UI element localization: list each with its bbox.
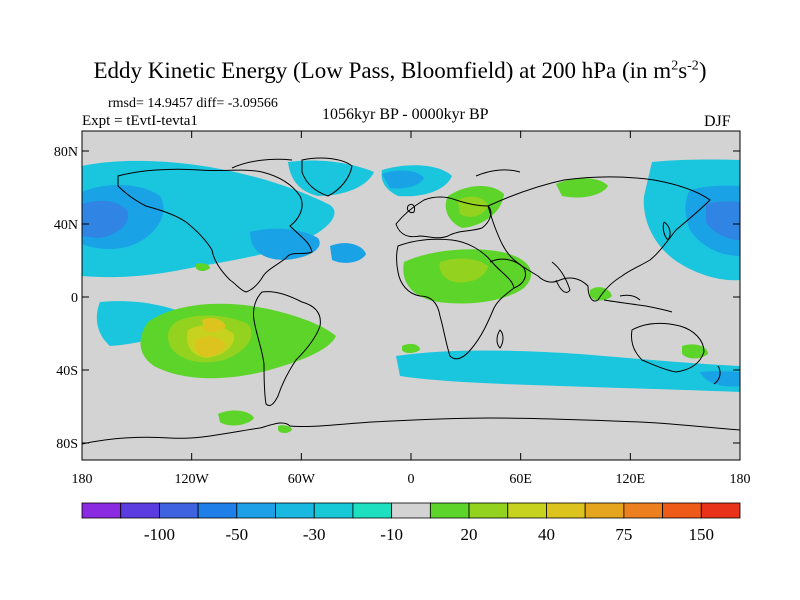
colorbar-swatch: [391, 502, 431, 519]
coast-greenland: [301, 157, 353, 197]
coast-indonesia: [603, 294, 673, 313]
latitude-axis: 80N 40N 0 40S 80S: [54, 145, 740, 452]
lat-tick-label: 0: [71, 291, 78, 306]
colorbar-swatch: [197, 502, 238, 519]
coast-antarctica: [82, 417, 740, 445]
colorbar-label: 40: [538, 525, 555, 544]
coast-madagascar: [496, 329, 504, 349]
colorbar-swatch: [546, 502, 586, 519]
longitude-axis: 180 120W 60W 0 60E 120E 180: [72, 131, 751, 487]
lon-tick-label: 60W: [288, 472, 316, 487]
coast-africa: [396, 238, 515, 360]
coast-arabia: [489, 258, 527, 289]
lat-tick-label: 40N: [54, 218, 78, 233]
colorbar-label: -100: [144, 525, 175, 544]
colorbar-swatch: [662, 502, 702, 519]
coast-japan: [662, 221, 671, 241]
lat-tick-label: 40S: [56, 364, 78, 379]
coast-south-america: [253, 291, 321, 407]
colorbar-label: -30: [303, 525, 326, 544]
lon-tick-label: 180: [72, 472, 93, 487]
coast-europe: [395, 196, 492, 239]
coast-india: [551, 261, 571, 293]
coast-australia: [631, 322, 705, 373]
colorbar-label: 20: [461, 525, 478, 544]
coast-north-america: [117, 168, 313, 293]
season-label: DJF: [704, 113, 731, 130]
colorbar-swatch: [429, 502, 470, 519]
colorbar-label: 150: [689, 525, 715, 544]
colorbar-label: -50: [225, 525, 248, 544]
colorbar-label: 75: [615, 525, 632, 544]
colorbar-swatch: [159, 502, 199, 519]
coast-new-zealand: [713, 365, 721, 385]
lon-tick-label: 120W: [175, 472, 210, 487]
lat-tick-label: 80S: [56, 437, 78, 452]
colorbar-swatch: [468, 502, 509, 519]
colorbar-swatch: [700, 502, 741, 519]
positive-anomaly-regions: [140, 178, 708, 433]
lon-tick-label: 180: [730, 472, 751, 487]
experiment-label: Expt = tEvtI-tevta1: [82, 113, 198, 129]
figure-title: Eddy Kinetic Energy (Low Pass, Bloomfiel…: [93, 58, 707, 83]
lon-tick-label: 120E: [616, 472, 646, 487]
period-label: 1056kyr BP - 0000kyr BP: [322, 106, 489, 123]
coast-arctic: [231, 158, 521, 177]
colorbar-swatch: [623, 502, 663, 519]
coast-asia: [487, 176, 711, 302]
colorbar: [81, 502, 741, 519]
colorbar-swatch: [275, 502, 315, 519]
lat-tick-label: 80N: [54, 145, 78, 160]
colorbar-swatch: [507, 502, 547, 519]
colorbar-swatch: [313, 502, 354, 519]
colorbar-swatch: [584, 502, 625, 519]
colorbar-swatch: [120, 502, 160, 519]
stats-text: rmsd= 14.9457 diff= -3.09566: [108, 96, 278, 111]
colorbar-label: -10: [380, 525, 403, 544]
colorbar-swatch: [81, 502, 122, 519]
lon-tick-label: 0: [408, 472, 415, 487]
colorbar-labels: -100 -50 -30 -10 20 40 75 150: [144, 525, 714, 544]
colorbar-swatch: [236, 502, 276, 519]
colorbar-swatch: [352, 502, 393, 519]
anomaly-field: [82, 159, 740, 433]
coast-uk: [407, 203, 415, 213]
lon-tick-label: 60E: [509, 472, 532, 487]
coastlines: [82, 157, 740, 445]
